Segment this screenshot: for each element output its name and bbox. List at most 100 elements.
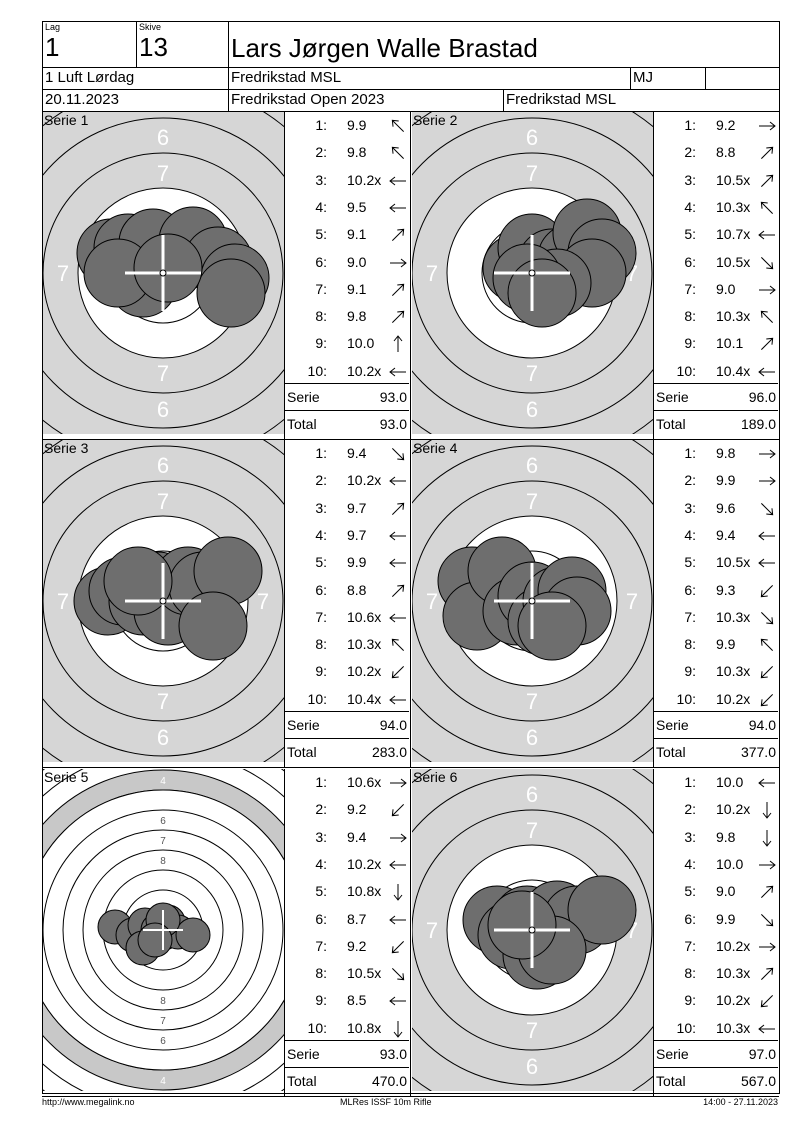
shot-row: 1: 9.9 [285,112,409,139]
shot-direction-arrow-icon [760,693,774,706]
shot-value: 9.4 [716,526,736,543]
shot-value: 10.5x [716,253,751,270]
shot-row: 4: 9.7 [285,522,409,549]
shot-number: 3: [315,171,327,188]
shot-value: 10.3x [716,965,751,982]
shot-number: 10: [307,1019,327,1036]
shot-number: 4: [315,526,327,543]
total-row: Total 283.0 [285,738,409,766]
shot-value: 10.3x [716,1019,751,1036]
shot-number: 7: [315,608,327,625]
shot-row: 6: 8.8 [285,577,409,604]
shot-direction-arrow-icon [391,968,405,981]
serie-label: Serie 3 [44,440,89,456]
serie-label: Serie 2 [413,112,458,128]
lag-value: 1 [45,32,60,62]
shot-direction-arrow-icon [760,502,774,515]
shot-row: 8: 10.3x [654,960,778,987]
shot-direction-arrow-icon [390,778,407,788]
total-label: Total [287,744,317,760]
shot-direction-arrow-icon [759,121,776,131]
shot-value: 8.8 [716,144,736,161]
serie-sum-label: Serie [287,1046,320,1062]
shot-row: 2: 10.2x [654,796,778,823]
total-label: Total [656,1073,686,1089]
shot-value: 10.3x [716,308,751,325]
shot-value: 9.3 [716,581,736,598]
shot-number: 1: [315,117,327,133]
shot-direction-arrow-icon [389,915,406,924]
serie-sum-row: Serie 97.0 [654,1040,778,1068]
total-row: Total 470.0 [285,1067,409,1095]
serie-sum-value: 94.0 [748,717,776,733]
shot-direction-arrow-icon [389,203,406,213]
shot-row: 1: 9.2 [654,112,778,139]
shot-row: 4: 10.2x [285,851,409,878]
shot-value: 10.6x [347,774,382,790]
ring-label: 7 [160,1016,166,1027]
ring-label-6: 6 [157,125,169,150]
shot-value: 9.1 [347,280,367,297]
ring-label: 7 [216,926,222,937]
shot-row: 8: 9.9 [654,631,778,658]
footer-software: MLRes ISSF 10m Rifle [340,1097,432,1107]
shot-row: 8: 10.5x [285,960,409,987]
ring-label-8: 8 [526,325,538,350]
shot-number: 3: [684,171,696,188]
shot-direction-arrow-icon [389,695,406,705]
shot-row: 5: 9.1 [285,221,409,248]
shot-number: 1: [684,445,696,461]
club-name: Fredrikstad MSL [231,69,342,86]
serie-label: Serie 1 [44,112,89,128]
shot-number: 9: [315,335,327,352]
shot-value: 10.4x [347,690,382,707]
shot-direction-arrow-icon [759,476,776,486]
shot-value: 9.7 [347,526,367,543]
shot-row: 6: 8.7 [285,906,409,933]
shot-value: 10.2x [716,992,751,1009]
shot-number: 8: [315,965,327,982]
ring-label-7: 7 [426,589,438,614]
serie-label: Serie 4 [413,440,458,456]
footer-url[interactable]: http://www.megalink.no [42,1097,135,1107]
ring-label-7: 7 [157,161,169,186]
shot-row: 7: 9.0 [654,276,778,303]
shot-direction-arrow-icon [760,147,774,160]
total-label: Total [287,1073,317,1089]
total-value: 189.0 [740,416,776,432]
shot-value: 9.5 [347,198,367,215]
ring-label: 5 [160,1056,166,1067]
shot-direction-arrow-icon [760,310,774,324]
shot-direction-arrow-icon [760,174,774,187]
shot-row: 2: 9.8 [285,139,409,166]
shot-direction-arrow-icon [391,228,405,242]
shot-direction-arrow-icon [391,804,405,817]
competition-date: 20.11.2023 [45,91,119,108]
shot-row: 5: 10.7x [654,221,778,248]
shot-direction-arrow-icon [758,367,775,377]
shot-number: 3: [315,499,327,516]
shot-row: 3: 10.2x [285,167,409,194]
shot-number: 7: [315,937,327,954]
ring-label-7: 7 [526,489,538,514]
total-value: 470.0 [371,1073,407,1089]
shot-row: 2: 9.9 [654,467,778,494]
shot-value: 10.2x [347,472,382,489]
shot-number: 9: [315,663,327,680]
target-face: 6 7 8 8 7 6 7 7 [43,440,284,762]
shot-value: 8.7 [347,910,367,927]
shot-number: 10: [307,690,327,707]
shot-row: 1: 10.6x [285,769,409,796]
shot-direction-arrow-icon [391,283,405,296]
ring-label: 5 [160,796,166,807]
shot-number: 7: [315,280,327,297]
shot-hit [137,922,173,958]
shot-number: 6: [315,253,327,270]
shot-direction-arrow-icon [391,502,405,515]
ring-label-7: 7 [257,589,269,614]
shot-direction-arrow-icon [391,447,405,461]
serie-sum-label: Serie [656,389,689,405]
shot-direction-arrow-icon [389,531,406,541]
serie-sum-label: Serie [287,717,320,733]
ring-label-7: 7 [526,161,538,186]
